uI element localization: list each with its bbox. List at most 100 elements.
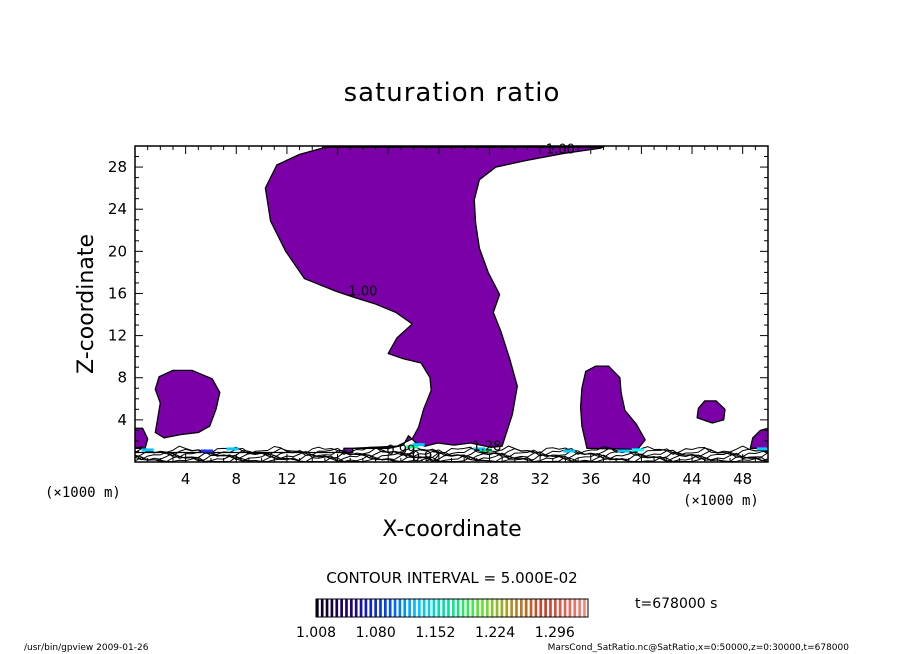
colorbar-swatch — [393, 599, 397, 617]
x-tick-label: 16 — [328, 470, 347, 488]
colorbar-tick-label: 1.224 — [475, 625, 515, 641]
colorbar-swatch — [437, 599, 441, 617]
colorbar-swatch — [583, 599, 586, 617]
colorbar-swatch — [325, 599, 329, 617]
colorbar-swatch — [486, 599, 489, 617]
colorbar-swatch — [345, 599, 348, 617]
colorbar-tick-label: 1.152 — [415, 625, 455, 641]
colorbar-swatch — [384, 599, 387, 617]
colorbar-swatch — [578, 599, 581, 617]
supersaturation-pocket — [617, 449, 630, 453]
contour-regions — [135, 146, 768, 454]
colorbar-swatch — [510, 599, 513, 617]
y-tick-label: 8 — [117, 369, 127, 387]
supersaturation-pocket — [201, 449, 214, 453]
y-tick-label: 4 — [117, 411, 127, 429]
colorbar-swatch — [573, 599, 577, 617]
colorbar-swatch — [398, 599, 402, 617]
colorbar-swatch — [316, 599, 319, 617]
colorbar-swatch — [320, 599, 324, 617]
colorbar-swatch — [495, 599, 499, 617]
x-unit-right: (×1000 m) — [683, 493, 759, 509]
colorbar-swatch — [505, 599, 509, 617]
supersaturation-pocket — [479, 448, 492, 452]
contour-interval-text: CONTOUR INTERVAL = 5.000E-02 — [326, 569, 577, 587]
colorbar-tick-labels: 1.008 1.080 1.152 1.224 1.296 — [296, 625, 575, 641]
colorbar-swatch — [354, 599, 358, 617]
contour-region-main-plume — [135, 146, 606, 454]
colorbar-swatch — [534, 599, 538, 617]
colorbar-swatch — [524, 599, 528, 617]
colorbar-swatch — [471, 599, 475, 617]
colorbar-swatch — [413, 599, 416, 617]
colorbar-swatch — [490, 599, 494, 617]
colorbar-tick-label: 1.296 — [535, 625, 575, 641]
colorbar-swatch — [374, 599, 377, 617]
colorbar-swatch — [408, 599, 411, 617]
colorbar-swatch — [500, 599, 504, 617]
colorbar-swatch — [466, 599, 470, 617]
colorbar-swatch — [379, 599, 382, 617]
colorbar-swatch — [529, 599, 533, 617]
supersaturation-pocket — [756, 447, 768, 451]
colorbar-swatch — [461, 599, 465, 617]
colorbar-swatch — [539, 599, 543, 617]
footer-left: /usr/bin/gpview 2009-01-26 — [24, 643, 149, 653]
colorbar-swatch — [369, 599, 373, 617]
y-tick-label: 20 — [108, 242, 127, 260]
x-tick-label: 48 — [733, 470, 752, 488]
x-tick-label: 28 — [480, 470, 499, 488]
contour-label: 1.28 — [472, 439, 501, 454]
contour-region-right-cell — [579, 365, 646, 451]
colorbar-swatch — [563, 599, 567, 617]
contour-labels: 1.00 1.00 0.990.92 1.28 — [348, 142, 574, 465]
colorbar-swatch — [549, 599, 552, 617]
contour-label: 0.92 — [412, 450, 441, 465]
chart-title: saturation ratio — [344, 78, 561, 108]
y-tick-label: 24 — [108, 200, 127, 218]
colorbar-swatch — [335, 599, 339, 617]
supersaturation-pocket — [631, 448, 644, 452]
x-tick-label: 20 — [379, 470, 398, 488]
contour-region-edge-cell-right — [749, 427, 768, 449]
colorbar-swatch — [418, 599, 421, 617]
contour-label: 1.00 — [546, 142, 575, 157]
colorbar-swatch — [554, 599, 557, 617]
contour-label: 0.99 — [386, 444, 415, 459]
x-tick-label: 4 — [181, 470, 191, 488]
supersaturation-pocket — [563, 449, 576, 453]
colorbar-swatch — [359, 599, 363, 617]
contour-region-left-cell — [154, 369, 221, 439]
colorbar-swatch — [452, 599, 455, 617]
x-tick-label: 40 — [632, 470, 651, 488]
colorbar-tick-label: 1.008 — [296, 625, 336, 641]
y-tick-label: 12 — [108, 327, 127, 345]
time-label: t=678000 s — [635, 596, 717, 612]
contour-label: 1.00 — [348, 285, 377, 300]
colorbar-swatch — [340, 599, 343, 617]
colorbar-swatch — [476, 599, 479, 617]
plot-area: 1.001.000.990.921.28 4 8 12 16 20 24 28 32 36 40 4… — [108, 142, 769, 488]
y-tick-label: 16 — [108, 284, 127, 302]
colorbar-swatch — [447, 599, 450, 617]
contour-region-edge-cell-left — [135, 427, 149, 449]
colorbar-swatch — [403, 599, 407, 617]
supersaturation-pocket — [412, 443, 425, 447]
y-axis-label: Z-coordinate — [74, 234, 99, 374]
x-axis-ticks: 4 8 12 16 20 24 28 32 36 40 44 48 — [134, 146, 769, 488]
colorbar-swatch — [364, 599, 368, 617]
colorbar-swatch — [544, 599, 547, 617]
x-tick-label: 44 — [682, 470, 701, 488]
colorbar-swatch — [568, 599, 572, 617]
colorbar-swatch — [481, 599, 484, 617]
colorbar-swatch — [432, 599, 436, 617]
colorbar-swatch — [442, 599, 445, 617]
supersaturation-pocket — [226, 447, 239, 451]
colorbar-swatch — [456, 599, 460, 617]
x-tick-label: 32 — [531, 470, 550, 488]
colorbar-tick-label: 1.080 — [356, 625, 396, 641]
footer-right: MarsCond_SatRatio.nc@SatRatio,x=0:50000,… — [548, 643, 850, 653]
x-tick-label: 36 — [581, 470, 600, 488]
x-axis-label: X-coordinate — [382, 517, 521, 542]
